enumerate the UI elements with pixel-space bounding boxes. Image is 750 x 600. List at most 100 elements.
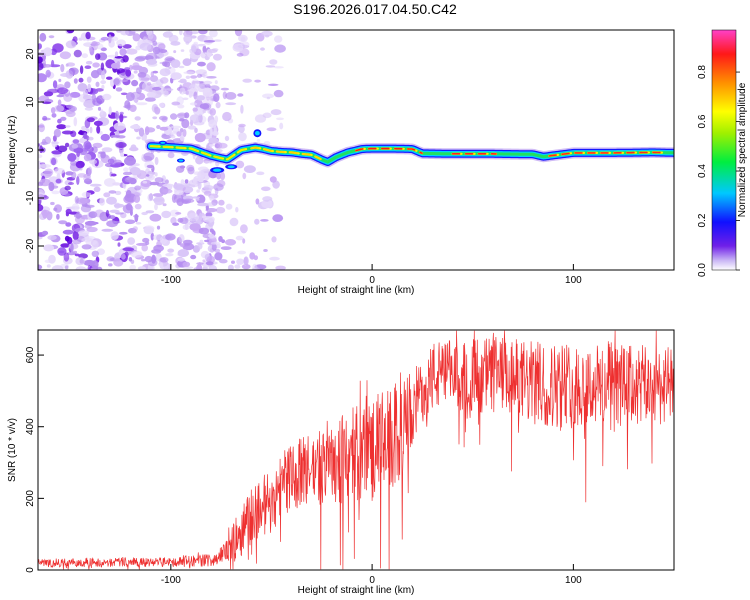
noise-blob [224, 239, 237, 246]
y-tick-label: 10 [25, 96, 36, 108]
noise-blob [125, 48, 138, 55]
noise-blob [179, 30, 183, 36]
noise-blob [73, 78, 78, 84]
noise-blob [38, 236, 43, 240]
noise-blob [218, 199, 225, 206]
noise-blob [64, 185, 71, 191]
noise-blob [51, 190, 60, 195]
noise-blob [56, 94, 65, 98]
noise-blob [179, 243, 185, 248]
noise-blob [182, 243, 195, 251]
noise-blob [273, 66, 284, 69]
noise-blob [149, 181, 160, 186]
noise-blob [56, 87, 69, 94]
noise-blob [182, 58, 192, 66]
noise-blob [162, 61, 168, 67]
noise-blob [272, 214, 284, 223]
noise-blob [143, 152, 155, 161]
noise-blob [72, 250, 78, 254]
noise-blob [252, 267, 261, 270]
noise-blob [152, 234, 163, 241]
noise-blob [182, 129, 187, 137]
noise-blob [38, 73, 47, 83]
noise-blob [205, 76, 217, 79]
noise-blob [190, 254, 197, 260]
noise-blob [65, 208, 72, 215]
noise-blob [183, 184, 196, 188]
noise-blob [60, 243, 71, 248]
noise-blob [88, 46, 93, 52]
noise-blob [179, 128, 184, 133]
noise-blob [159, 126, 169, 131]
noise-blob [96, 125, 101, 134]
noise-blob [58, 220, 67, 225]
noise-blob [84, 107, 94, 111]
noise-blob [114, 51, 119, 57]
noise-blob [108, 106, 112, 116]
noise-blob [145, 52, 158, 61]
noise-blob [107, 213, 111, 219]
noise-blob [235, 235, 244, 241]
noise-blob [256, 139, 261, 142]
noise-blob [229, 217, 239, 227]
noise-blob [159, 68, 171, 77]
noise-blob [203, 185, 214, 191]
noise-blob [204, 83, 211, 89]
noise-blob [131, 79, 139, 87]
noise-blob [158, 43, 166, 50]
noise-blob [131, 250, 143, 258]
noise-blob [189, 114, 201, 124]
noise-blob [124, 156, 136, 166]
noise-blob [197, 262, 202, 270]
noise-blob [109, 209, 120, 213]
noise-blob [96, 266, 103, 270]
noise-blob [102, 93, 112, 101]
noise-blob [182, 261, 191, 267]
noise-blob [154, 156, 159, 166]
noise-blob [61, 130, 74, 135]
noise-blob [93, 186, 101, 192]
noise-blob [101, 228, 114, 232]
noise-blob [204, 239, 210, 243]
noise-blob [174, 190, 184, 196]
noise-blob [162, 183, 175, 188]
noise-blob [110, 78, 115, 87]
noise-blob [69, 91, 81, 98]
noise-blob [110, 62, 120, 69]
noise-blob [140, 77, 150, 81]
noise-blob [84, 204, 95, 208]
noise-blob [209, 30, 218, 38]
noise-blob [170, 113, 178, 120]
snr-y-ticks: 0 200 400 600 [25, 346, 44, 573]
noise-blob [231, 260, 235, 264]
noise-blob [216, 172, 222, 180]
signal-track-blob [254, 131, 260, 136]
noise-blob [66, 30, 75, 34]
noise-blob [254, 79, 261, 83]
noise-blob [210, 241, 221, 245]
noise-blob [214, 80, 218, 85]
y-tick-label: 0 [25, 147, 36, 153]
noise-blob [135, 55, 148, 60]
noise-blob [220, 87, 230, 91]
noise-blob [134, 116, 141, 121]
noise-blob [125, 69, 132, 77]
noise-blob [224, 135, 230, 142]
noise-blob [83, 89, 88, 98]
noise-blob [62, 229, 74, 235]
noise-blob [190, 75, 198, 79]
noise-blob [38, 181, 44, 187]
noise-blob [159, 77, 169, 84]
noise-blob [146, 92, 156, 98]
noise-blob [167, 248, 175, 253]
noise-blob [73, 49, 82, 58]
noise-blob [170, 72, 182, 80]
y-tick-label: -10 [25, 190, 36, 205]
noise-blob [197, 61, 206, 67]
noise-blob [196, 73, 202, 78]
noise-blob [139, 42, 152, 51]
noise-blob [56, 124, 67, 130]
spectrogram-x-ticks: -100 0 100 [161, 264, 582, 286]
noise-blob [205, 212, 213, 217]
